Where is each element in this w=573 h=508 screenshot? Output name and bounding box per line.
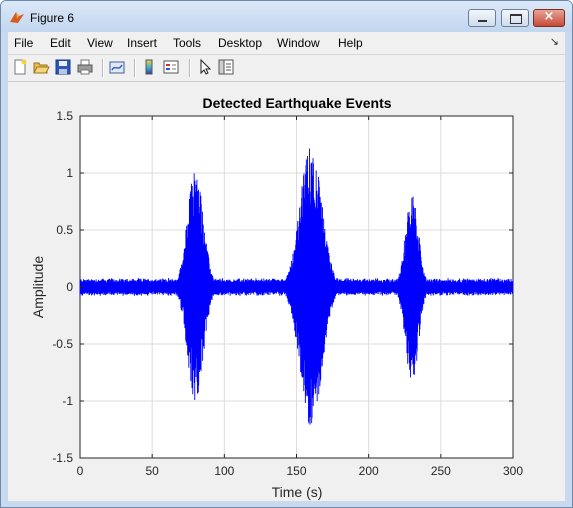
- property-inspector-icon[interactable]: [217, 58, 235, 76]
- save-icon[interactable]: [54, 58, 72, 76]
- x-tick-label: 0: [77, 464, 84, 478]
- edit-plot-icon[interactable]: [196, 58, 214, 76]
- print-icon[interactable]: [76, 58, 94, 76]
- maximize-button[interactable]: [501, 9, 529, 27]
- toolbar-separator: [134, 59, 135, 77]
- title-bar[interactable]: Figure 6 ×: [1, 1, 572, 32]
- menu-edit[interactable]: Edit: [50, 36, 71, 50]
- minimize-button[interactable]: [468, 9, 496, 27]
- matlab-icon: [10, 12, 24, 23]
- window-title: Figure 6: [30, 11, 75, 25]
- close-button[interactable]: ×: [533, 9, 565, 27]
- earthquake-chart: Detected Earthquake Events 0 50 100 150 200 2…: [30, 95, 523, 500]
- y-tick-label: -0.5: [52, 337, 73, 351]
- chart-title: Detected Earthquake Events: [202, 95, 391, 111]
- menu-overflow-icon[interactable]: ↘: [549, 36, 559, 48]
- y-axis-label: Amplitude: [30, 256, 46, 318]
- signal-line: [79, 148, 514, 425]
- x-tick-label: 100: [214, 464, 234, 478]
- y-tick-label: 0.5: [56, 223, 73, 237]
- menu-desktop[interactable]: Desktop: [218, 36, 263, 50]
- link-plot-icon[interactable]: [108, 58, 126, 76]
- menu-tools[interactable]: Tools: [173, 36, 202, 50]
- y-tick-label: -1: [62, 394, 73, 408]
- menu-view[interactable]: View: [87, 36, 113, 50]
- menu-window[interactable]: Window: [277, 36, 320, 50]
- y-tick-label: 1: [66, 166, 73, 180]
- x-tick-label: 200: [359, 464, 379, 478]
- toolbar-separator: [189, 59, 190, 77]
- toolbar: [8, 55, 565, 82]
- x-axis-label: Time (s): [272, 484, 323, 500]
- new-figure-icon[interactable]: [11, 58, 29, 76]
- colorbar-icon[interactable]: [140, 58, 158, 76]
- x-tick-label: 300: [503, 464, 523, 478]
- x-tick-label: 50: [145, 464, 159, 478]
- menu-help[interactable]: Help: [338, 36, 363, 50]
- close-icon: ×: [543, 9, 555, 24]
- toolbar-separator: [102, 59, 103, 77]
- y-tick-label: 0: [66, 280, 73, 294]
- x-tick-label: 150: [286, 464, 306, 478]
- figure-canvas: Detected Earthquake Events 0 50 100 150 200 2…: [8, 82, 565, 501]
- y-tick-label: 1.5: [56, 109, 73, 123]
- menu-insert[interactable]: Insert: [127, 36, 158, 50]
- menu-file[interactable]: File: [14, 36, 34, 50]
- open-file-icon[interactable]: [32, 58, 50, 76]
- legend-icon[interactable]: [162, 58, 180, 76]
- signal-series: [79, 148, 514, 425]
- x-tick-label: 250: [431, 464, 451, 478]
- menu-bar: File Edit View Insert Tools Desktop Wind…: [8, 32, 565, 55]
- y-tick-label: -1.5: [52, 451, 73, 465]
- axes: 0 50 100 150 200 250 300 1.5 1 0.5 0 -0.5 -1 -1.5: [52, 109, 523, 478]
